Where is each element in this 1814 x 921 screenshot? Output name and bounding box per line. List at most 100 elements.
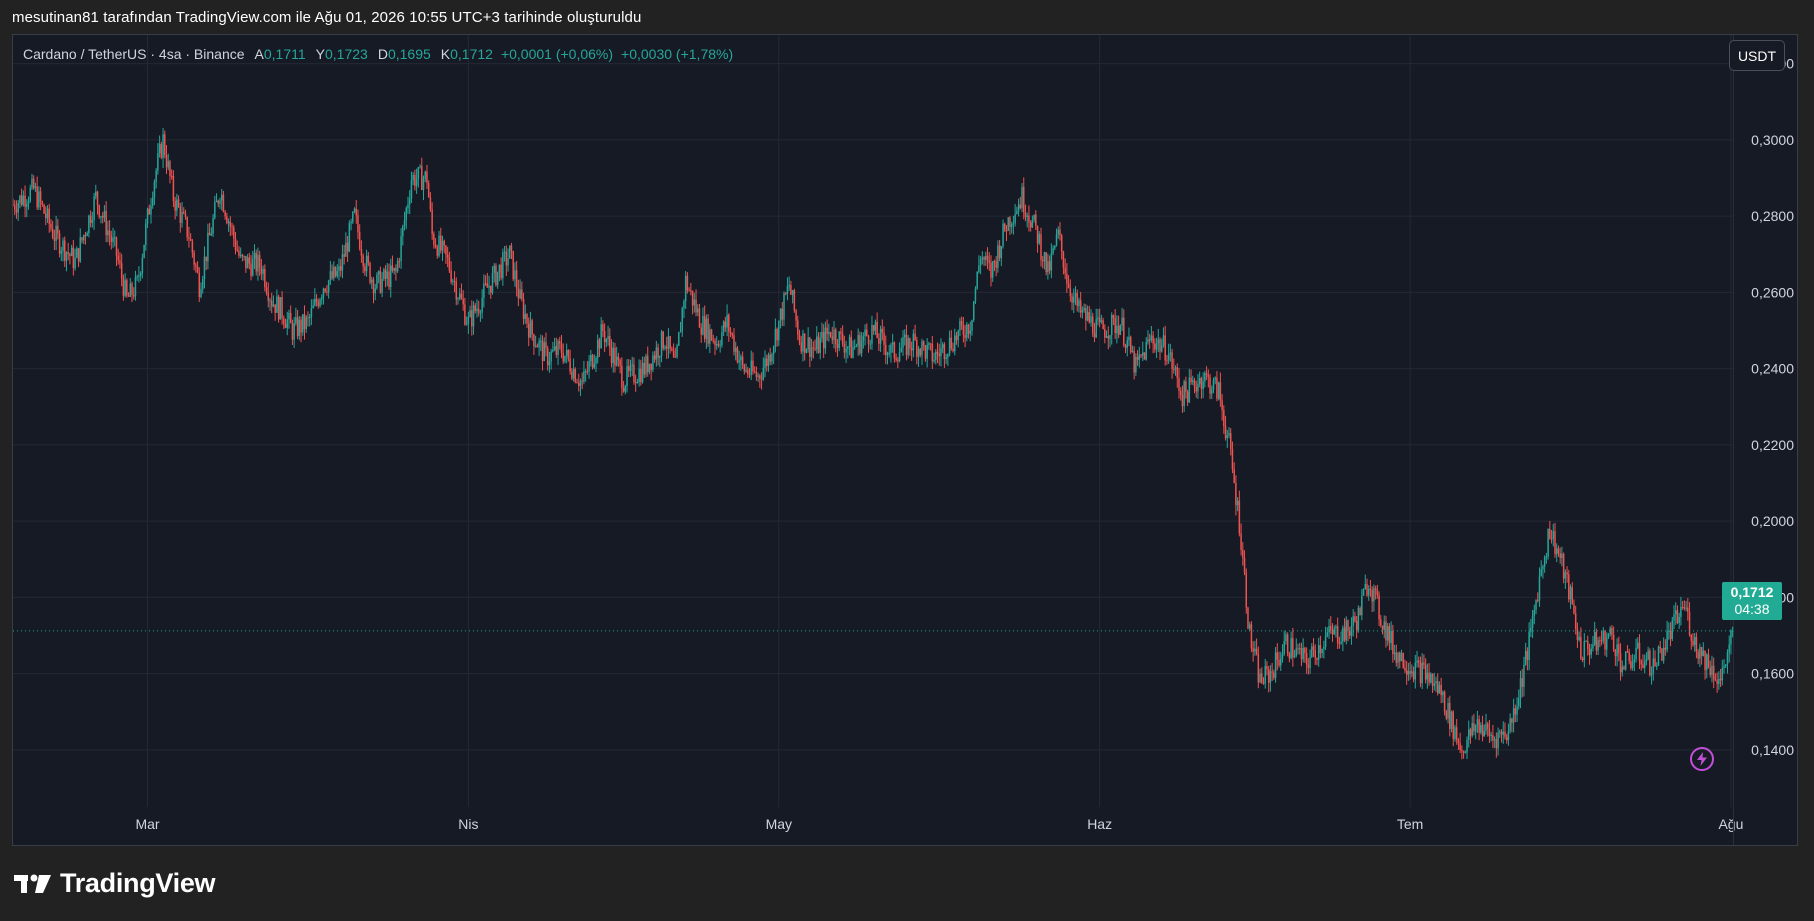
candle-body: [1361, 595, 1363, 616]
candle-body: [1247, 607, 1249, 629]
candle-body: [619, 360, 621, 366]
candle-body: [753, 371, 756, 373]
candle-body: [928, 343, 930, 345]
candle-body: [270, 300, 273, 307]
candle-body: [1574, 613, 1577, 629]
candle-body: [795, 310, 797, 321]
candlestick-chart[interactable]: 0,14000,16000,18000,20000,22000,24000,26…: [13, 35, 1798, 846]
candle-body: [1712, 665, 1715, 680]
candle-body: [1067, 283, 1070, 288]
candle-body: [853, 346, 856, 348]
candle-body: [1183, 381, 1185, 407]
candle-body: [1198, 378, 1201, 384]
candle-body: [141, 257, 144, 273]
candle-body: [1657, 646, 1660, 666]
candle-body: [1725, 664, 1727, 667]
candle-body: [862, 336, 865, 341]
candle-body: [824, 327, 827, 349]
candle-body: [246, 257, 249, 269]
candle-body: [208, 232, 211, 236]
candle-body: [1095, 319, 1097, 338]
y-tick-label: 0,2200: [1751, 437, 1794, 453]
candle-body: [1547, 528, 1549, 557]
candle-body: [565, 349, 568, 356]
candle-body: [546, 348, 549, 366]
candle-body: [771, 354, 773, 362]
chart-area[interactable]: 0,14000,16000,18000,20000,22000,24000,26…: [12, 34, 1798, 846]
candle-body: [955, 335, 958, 341]
candle-body: [1162, 335, 1165, 346]
candle-body: [786, 286, 789, 294]
candle-body: [1107, 336, 1110, 339]
candle-body: [1531, 615, 1534, 628]
candle-body: [483, 283, 485, 298]
candle-body: [108, 230, 111, 237]
candle-body: [562, 352, 564, 362]
candle-body: [924, 345, 927, 359]
lightning-bolt-icon[interactable]: [1690, 747, 1714, 771]
candle-body: [1545, 556, 1548, 558]
last-price-value: 0,1712: [1730, 584, 1774, 600]
candle-body: [845, 348, 847, 353]
candle-body: [477, 308, 480, 313]
candle-body: [1083, 308, 1085, 311]
candle-body: [98, 205, 100, 217]
candle-body: [1612, 634, 1615, 650]
candle-body: [398, 260, 401, 262]
candle-body: [1086, 312, 1089, 321]
candle-body: [48, 208, 50, 224]
candle-body: [1145, 342, 1147, 360]
last-price-tag: 0,1712 04:38: [1722, 582, 1782, 620]
candle-body: [462, 298, 464, 305]
candle-body: [1135, 356, 1137, 373]
candle-body: [1000, 245, 1003, 259]
candle-body: [757, 375, 759, 377]
legend-change-total: +0,0030 (+1,78%): [621, 46, 734, 62]
candle-body: [921, 341, 923, 356]
candle-body: [1114, 317, 1116, 334]
candle-body: [115, 237, 118, 256]
candle-body: [1028, 215, 1030, 223]
candle-body: [267, 292, 270, 301]
candle-body: [367, 255, 370, 263]
candle-body: [641, 362, 644, 383]
candle-body: [1730, 630, 1732, 645]
candle-body: [1523, 664, 1525, 687]
candle-body: [486, 283, 489, 288]
candle-body: [1023, 186, 1025, 213]
candle-body: [776, 329, 778, 341]
candle-body: [412, 174, 414, 181]
candle-body: [879, 328, 882, 344]
candle-body: [419, 166, 421, 168]
candle-body: [1017, 204, 1020, 212]
candle-body: [779, 308, 782, 321]
candle-body: [1335, 626, 1337, 629]
candle-body: [640, 368, 642, 383]
candle-body: [859, 335, 861, 354]
candle-body: [938, 353, 940, 357]
candle-body: [1412, 671, 1415, 680]
candle-body: [555, 346, 558, 355]
candle-body: [198, 272, 201, 298]
currency-button[interactable]: USDT: [1729, 40, 1785, 71]
candle-body: [1702, 650, 1705, 657]
candle-body: [474, 305, 477, 312]
candle-body: [143, 244, 145, 258]
candle-body: [1583, 641, 1586, 661]
candle-body: [1376, 589, 1379, 596]
candle-body: [1035, 214, 1037, 226]
candle-body: [1599, 640, 1601, 642]
candle-body: [457, 298, 459, 300]
candle-body: [502, 252, 504, 279]
candle-body: [424, 171, 426, 179]
candle-body: [233, 227, 235, 239]
candle-body: [272, 304, 275, 307]
candle-body: [855, 345, 858, 347]
candle-body: [438, 235, 440, 256]
candle-body: [974, 288, 977, 302]
candle-body: [1128, 336, 1130, 341]
legend-symbol[interactable]: Cardano / TetherUS · 4sa · Binance: [23, 46, 245, 62]
tradingview-logo[interactable]: TradingView: [14, 868, 216, 899]
candle-body: [1305, 653, 1308, 665]
candle-body: [909, 338, 911, 349]
